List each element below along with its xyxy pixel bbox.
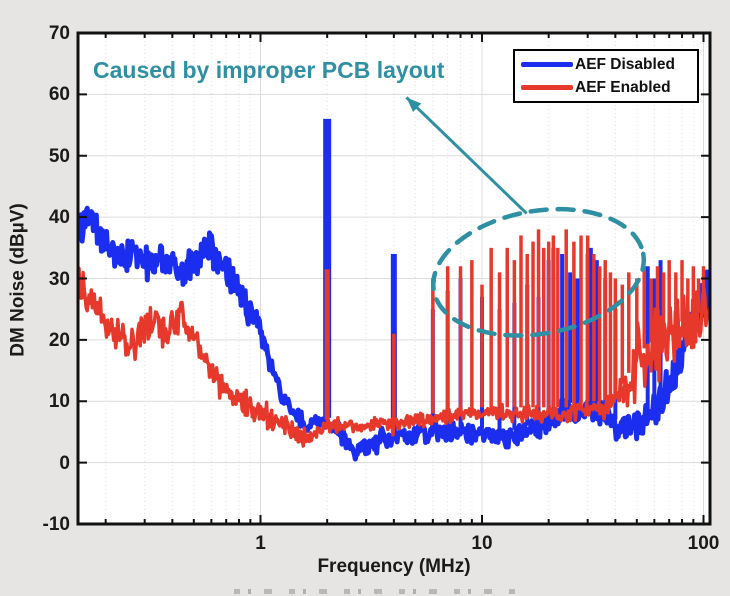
annotation-arrow-head [406, 97, 422, 113]
x-tick-label: 1 [255, 533, 266, 554]
annotation-text: Caused by improper PCB layout [93, 57, 445, 83]
y-tick-label: 20 [48, 329, 70, 351]
y-tick-label: 70 [48, 23, 70, 44]
annotation-arrow-line [405, 96, 528, 215]
legend-item-aef-enabled: AEF Enabled [521, 76, 693, 99]
y-tick-label: 50 [48, 145, 70, 167]
legend-item-aef-disabled: AEF Disabled [521, 53, 693, 76]
legend-label: AEF Disabled [575, 55, 675, 73]
legend-label: AEF Enabled [575, 78, 671, 96]
annotation-ellipse [431, 206, 647, 338]
x-tick-label: 10 [471, 533, 493, 554]
clipped-caption-remnant [234, 589, 520, 594]
legend-line-sample-blue [521, 62, 573, 67]
y-tick-label: 0 [59, 452, 70, 474]
y-tick-label: 30 [48, 268, 70, 290]
y-tick-label: 10 [48, 391, 70, 413]
y-tick-label: -10 [42, 514, 70, 535]
x-axis-label: Frequency (MHz) [317, 556, 471, 577]
legend-line-sample-red [521, 85, 573, 90]
legend: AEF Disabled AEF Enabled [513, 49, 699, 103]
y-tick-label: 60 [48, 84, 70, 106]
series-line-red [78, 266, 710, 448]
axis-box [76, 31, 712, 526]
x-tick-label: 100 [687, 533, 720, 554]
y-tick-label: 40 [48, 207, 70, 229]
